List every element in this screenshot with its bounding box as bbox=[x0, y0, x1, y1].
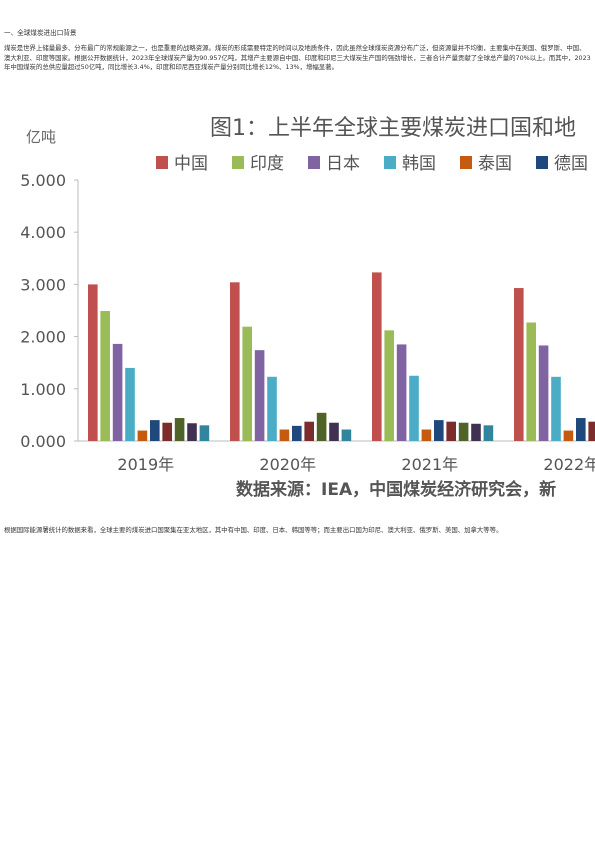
bar bbox=[551, 376, 561, 441]
bar bbox=[446, 421, 456, 441]
bar bbox=[514, 288, 524, 441]
bar bbox=[483, 425, 494, 441]
bar bbox=[329, 422, 339, 441]
bar bbox=[199, 425, 210, 441]
section-title: 一、全球煤炭进出口背景 bbox=[4, 29, 77, 37]
legend-swatch bbox=[156, 156, 168, 169]
bar bbox=[88, 284, 98, 441]
bar bbox=[409, 375, 419, 441]
bar bbox=[458, 422, 469, 441]
bar bbox=[434, 420, 444, 441]
legend-label: 印度 bbox=[250, 154, 284, 174]
y-tick-labels: 0.000 1.000 2.000 3.000 4.000 5.000 bbox=[20, 171, 66, 451]
y-tick-label: 1.000 bbox=[20, 380, 66, 399]
legend-label: 韩国 bbox=[402, 154, 436, 174]
y-tick-label: 5.000 bbox=[20, 171, 66, 190]
bar bbox=[150, 420, 160, 441]
legend-label: 德国 bbox=[554, 154, 588, 174]
legend-swatch bbox=[308, 156, 320, 169]
chart-bars bbox=[88, 272, 595, 441]
chart-title: 图1：上半年全球主要煤炭进口国和地 bbox=[210, 116, 576, 141]
legend-swatch bbox=[460, 156, 472, 169]
y-tick-label: 0.000 bbox=[20, 432, 66, 451]
bar bbox=[526, 322, 536, 441]
x-tick-label: 2021年 bbox=[401, 455, 458, 474]
y-axis-label: 亿吨 bbox=[26, 128, 56, 146]
x-tick-label: 2019年 bbox=[117, 455, 174, 474]
bar bbox=[316, 412, 327, 441]
coal-import-chart: 0.000 1.000 2.000 3.000 4.000 5.000 2019年 2020… bbox=[0, 100, 595, 505]
x-tick-labels: 2019年 2020年 2021年 2022年 bbox=[117, 455, 595, 474]
bar bbox=[162, 422, 172, 441]
bar bbox=[174, 418, 185, 441]
legend-label: 日本 bbox=[326, 154, 360, 174]
bar bbox=[267, 376, 277, 441]
bar bbox=[396, 344, 407, 441]
y-tick-label: 3.000 bbox=[20, 275, 66, 294]
legend-swatch bbox=[384, 156, 396, 169]
legend-swatch bbox=[536, 156, 548, 169]
bar bbox=[100, 311, 110, 441]
chart-svg: 0.000 1.000 2.000 3.000 4.000 5.000 2019年 2020… bbox=[20, 116, 595, 500]
chart-legend: 中国印度日本韩国泰国德国土 bbox=[156, 154, 588, 174]
bar bbox=[125, 367, 135, 441]
bar bbox=[563, 430, 574, 441]
bar bbox=[576, 418, 586, 441]
legend-label: 泰国 bbox=[478, 154, 512, 174]
chart-caption: 根据国际能源署统计的数据来看，全球主要的煤炭进口国聚集在亚太地区，其中有中国、印… bbox=[4, 526, 503, 534]
bar bbox=[341, 429, 352, 441]
bar bbox=[384, 330, 394, 441]
bar bbox=[471, 423, 481, 441]
legend-swatch bbox=[232, 156, 244, 169]
bar bbox=[187, 423, 197, 441]
y-tick-label: 2.000 bbox=[20, 328, 66, 347]
legend-label: 中国 bbox=[174, 154, 208, 174]
bar bbox=[230, 282, 240, 441]
bar bbox=[304, 421, 314, 441]
x-tick-label: 2020年 bbox=[259, 455, 316, 474]
bar bbox=[421, 429, 432, 441]
x-tick-label: 2022年 bbox=[543, 455, 595, 474]
body-paragraph: 煤炭是世界上储量最多、分布最广的常规能源之一，也是重要的战略资源。煤炭的形成需要… bbox=[4, 44, 591, 72]
bar bbox=[588, 421, 595, 441]
y-tick-label: 4.000 bbox=[20, 223, 66, 242]
bar bbox=[292, 425, 302, 441]
bar bbox=[254, 350, 265, 441]
bar bbox=[137, 430, 148, 441]
bar bbox=[242, 326, 252, 441]
source-note: 数据来源：IEA，中国煤炭经济研究会，新 bbox=[236, 479, 556, 500]
bar bbox=[538, 345, 549, 441]
bar bbox=[279, 429, 290, 441]
bar bbox=[112, 343, 123, 441]
bar bbox=[372, 272, 382, 441]
